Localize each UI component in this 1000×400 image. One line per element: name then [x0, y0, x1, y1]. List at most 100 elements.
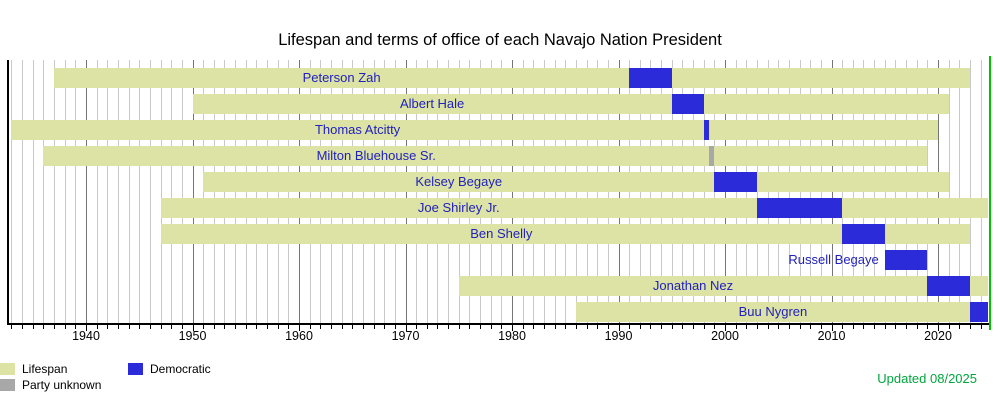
axis-tick — [703, 325, 705, 329]
x-axis-line — [7, 323, 990, 325]
term-bar — [756, 198, 843, 218]
president-name-label: Peterson Zah — [302, 70, 381, 85]
legend-label: Party unknown — [22, 378, 102, 392]
axis-tick — [682, 325, 684, 329]
axis-tick — [437, 325, 439, 329]
axis-tick — [181, 325, 183, 329]
axis-tick-label: 1990 — [604, 329, 633, 343]
axis-tick — [533, 325, 535, 329]
year-gridline — [160, 60, 162, 323]
axis-tick — [852, 325, 854, 329]
axis-tick — [480, 325, 482, 329]
president-name-label: Joe Shirley Jr. — [417, 200, 500, 215]
year-gridline — [86, 60, 87, 323]
axis-tick — [330, 325, 332, 329]
axis-tick — [607, 325, 609, 329]
term-bar — [703, 120, 709, 140]
year-gridline — [948, 60, 950, 323]
year-gridline — [149, 60, 151, 323]
year-gridline — [181, 60, 183, 323]
axis-tick — [820, 325, 822, 329]
axis-tick — [458, 325, 460, 329]
term-bar — [714, 172, 757, 192]
year-gridline — [107, 60, 109, 323]
axis-tick — [245, 325, 247, 329]
axis-tick — [714, 325, 716, 329]
year-gridline — [969, 60, 971, 323]
president-name-label: Ben Shelly — [470, 226, 533, 241]
axis-tick — [203, 325, 205, 329]
term-bar — [671, 94, 704, 114]
axis-tick-label: 1970 — [391, 329, 420, 343]
president-name-label: Albert Hale — [399, 96, 465, 111]
year-gridline — [54, 60, 56, 323]
axis-tick — [341, 325, 343, 329]
axis-tick — [565, 325, 567, 329]
axis-tick — [277, 325, 279, 329]
lifespan-bar — [43, 146, 928, 166]
term-bar — [969, 302, 988, 322]
axis-tick — [884, 325, 886, 329]
axis-tick — [650, 325, 652, 329]
axis-tick — [810, 325, 812, 329]
axis-tick — [86, 325, 87, 331]
axis-tick — [980, 325, 982, 329]
axis-tick-label: 1960 — [285, 329, 313, 343]
axis-tick — [597, 325, 599, 329]
axis-tick — [629, 325, 631, 329]
president-name-label: Kelsey Begaye — [415, 174, 503, 189]
axis-tick — [405, 325, 407, 331]
legend-label: Lifespan — [22, 362, 68, 376]
axis-tick-label: 1940 — [72, 329, 100, 343]
axis-tick — [831, 325, 833, 331]
term-bar — [709, 146, 715, 166]
legend-swatch-1 — [128, 363, 143, 375]
axis-tick — [256, 325, 258, 329]
legend-swatch-2 — [0, 379, 15, 391]
axis-tick — [171, 325, 173, 329]
axis-tick — [543, 325, 545, 329]
axis-tick — [149, 325, 151, 329]
axis-tick — [373, 325, 375, 329]
axis-tick — [64, 325, 66, 329]
axis-tick — [22, 325, 24, 329]
axis-tick — [107, 325, 109, 329]
year-gridline — [43, 60, 45, 323]
axis-tick — [416, 325, 418, 329]
axis-tick — [778, 325, 780, 329]
axis-tick — [671, 325, 673, 329]
axis-tick — [267, 325, 269, 329]
axis-tick-label: 2000 — [711, 329, 739, 343]
axis-tick — [927, 325, 929, 329]
updated-note: Updated 08/2025 — [877, 371, 977, 386]
axis-tick — [554, 325, 556, 329]
axis-tick — [948, 325, 950, 329]
axis-tick — [490, 325, 492, 329]
axis-tick — [969, 325, 971, 329]
axis-tick — [96, 325, 98, 329]
axis-tick — [117, 325, 119, 329]
axis-tick — [522, 325, 524, 329]
axis-tick — [788, 325, 790, 329]
axis-tick-label: 1980 — [498, 329, 526, 343]
axis-tick-label: 1950 — [178, 329, 207, 343]
lifespan-bar — [458, 276, 988, 296]
axis-tick — [394, 325, 396, 329]
axis-tick — [746, 325, 748, 329]
year-gridline — [980, 60, 982, 323]
term-bar — [927, 276, 970, 296]
axis-tick — [863, 325, 865, 329]
axis-tick — [448, 325, 450, 329]
year-gridline — [128, 60, 130, 323]
axis-tick — [874, 325, 876, 329]
axis-tick — [139, 325, 141, 329]
axis-tick — [639, 325, 641, 329]
axis-tick — [842, 325, 844, 329]
president-name-label: Thomas Atcitty — [314, 122, 401, 137]
legend-label: Democratic — [150, 362, 211, 376]
axis-tick — [725, 325, 726, 331]
axis-tick-label: 2010 — [817, 329, 846, 343]
axis-tick — [192, 325, 194, 331]
lifespan-bar — [203, 172, 949, 192]
